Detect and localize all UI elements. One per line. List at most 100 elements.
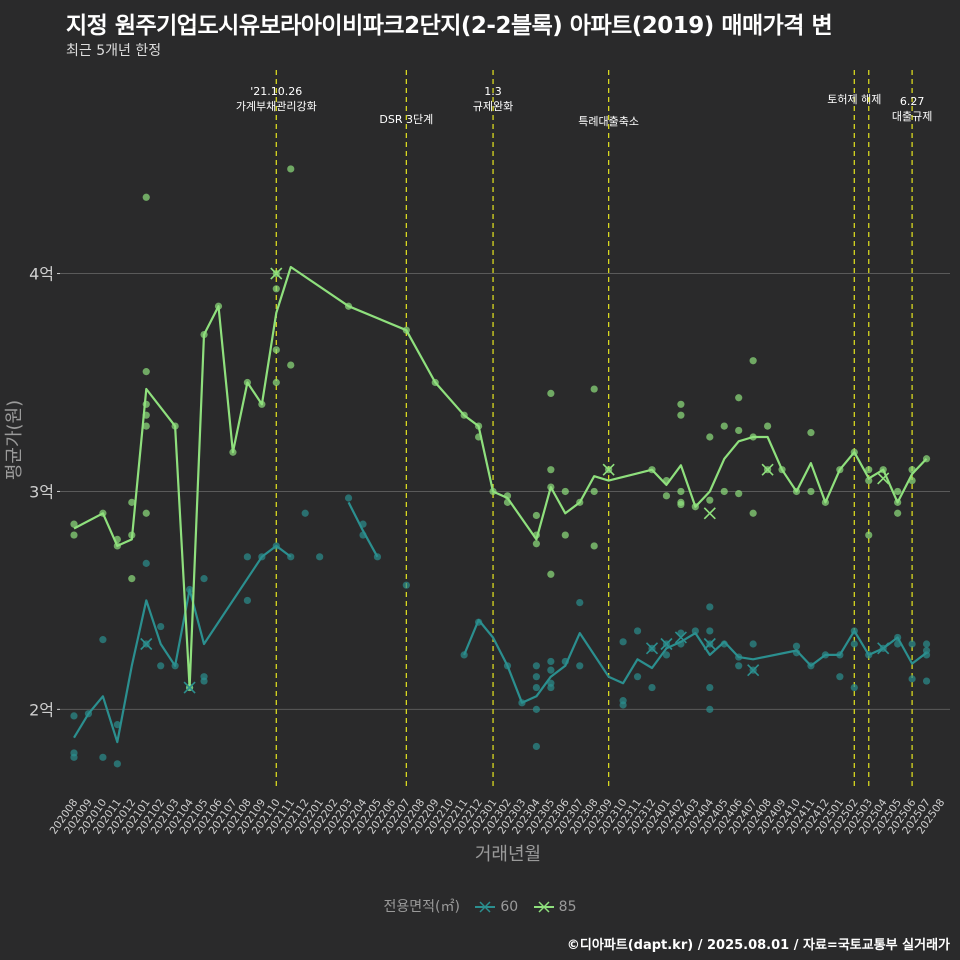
data-point-60 — [532, 742, 541, 751]
data-point-60 — [633, 673, 642, 681]
data-point-60 — [706, 627, 714, 635]
data-point-85 — [287, 361, 295, 369]
data-point-60 — [157, 662, 165, 670]
event-label: 1.3 규제완화 — [473, 85, 513, 113]
data-point-60 — [547, 657, 555, 666]
data-point-60 — [850, 640, 858, 648]
x-axis-label: 거래년월 — [475, 844, 541, 865]
data-point-85 — [735, 490, 743, 498]
data-point-60 — [706, 705, 714, 713]
data-point-85 — [532, 540, 541, 548]
y-tick-labels: 2억 3억 4억 — [29, 265, 60, 719]
data-point-85 — [735, 394, 743, 402]
series-line-85 — [73, 265, 928, 689]
data-point-85 — [547, 466, 555, 474]
data-point-85 — [807, 487, 815, 496]
cross-stroke — [703, 507, 716, 520]
cross-stroke — [703, 637, 716, 651]
legend-title: 전용면적(㎡) — [383, 899, 460, 915]
data-point-85 — [590, 385, 598, 393]
data-point-85 — [272, 285, 280, 293]
data-point-60 — [922, 640, 931, 648]
data-point-85 — [749, 357, 757, 365]
y-tick-label: 4억 — [29, 265, 54, 284]
event-label: DSR 3단계 — [379, 113, 433, 126]
data-point-85 — [142, 509, 150, 517]
cross-marker-60 — [660, 637, 673, 651]
data-point-85 — [720, 422, 728, 430]
cross-marker-85 — [602, 463, 615, 476]
series-line-60 — [463, 618, 928, 704]
data-point-60 — [792, 642, 801, 650]
legend-label-85: 85 — [558, 899, 577, 915]
data-point-85 — [142, 422, 150, 430]
data-point-85 — [590, 487, 598, 496]
data-point-60 — [576, 662, 584, 670]
data-point-60 — [99, 636, 107, 644]
cross-marker-60 — [747, 664, 760, 677]
data-point-85 — [272, 378, 280, 387]
data-point-60 — [113, 721, 121, 729]
data-point-60 — [619, 701, 627, 709]
data-point-85 — [807, 429, 815, 437]
data-point-60 — [547, 683, 555, 692]
cross-marker-60 — [183, 681, 196, 694]
data-point-85 — [764, 422, 772, 430]
data-point-60 — [633, 627, 642, 635]
y-tick-label: 3억 — [29, 482, 54, 501]
data-point-85 — [287, 165, 295, 173]
data-point-60 — [922, 677, 931, 685]
event-label: 특례대출축소 — [578, 115, 639, 128]
data-point-85 — [547, 570, 555, 578]
data-point-85 — [142, 193, 150, 201]
legend-item-60: 60 — [474, 899, 518, 915]
data-point-60 — [70, 753, 78, 761]
data-point-85 — [70, 531, 78, 539]
data-point-60 — [735, 662, 743, 670]
cross-stroke — [674, 631, 687, 644]
cross-stroke — [747, 664, 760, 677]
cross-stroke — [645, 642, 659, 655]
data-point-85 — [561, 487, 569, 496]
cross-marker-85 — [761, 463, 774, 476]
data-point-60 — [142, 559, 150, 567]
data-point-60 — [662, 651, 671, 659]
data-point-85 — [532, 511, 541, 520]
data-point-60 — [691, 627, 699, 635]
data-point-85 — [142, 368, 150, 376]
event-label: '21.10.26 가계부채관리강화 — [236, 85, 317, 113]
data-point-85 — [677, 500, 685, 509]
cross-stroke — [877, 472, 890, 485]
data-point-60 — [547, 666, 555, 674]
data-point-85 — [547, 389, 555, 398]
y-axis-label: 평균가(원) — [4, 400, 25, 480]
data-point-85 — [590, 542, 598, 550]
data-point-85 — [677, 411, 685, 419]
cross-marker-85 — [270, 267, 283, 280]
series-line-60 — [73, 544, 292, 744]
data-point-60 — [157, 622, 165, 631]
cross-stroke — [140, 637, 153, 651]
data-point-60 — [200, 575, 208, 583]
data-point-85 — [677, 400, 685, 408]
data-point-85 — [894, 487, 902, 496]
cross-stroke — [761, 463, 774, 476]
data-point-60 — [344, 494, 353, 502]
data-point-60 — [243, 596, 251, 605]
data-point-85 — [706, 496, 714, 504]
legend-swatch-85 — [533, 901, 554, 913]
data-point-60 — [706, 683, 714, 692]
event-label: 토허제 해제 — [827, 92, 881, 106]
cross-markers — [140, 267, 890, 694]
data-point-60 — [908, 675, 916, 683]
data-point-85 — [720, 487, 728, 496]
y-tick-label: 2억 — [29, 700, 54, 719]
data-point-60 — [532, 683, 541, 692]
data-point-60 — [301, 509, 309, 517]
data-point-60 — [532, 662, 541, 670]
data-point-85 — [865, 531, 873, 539]
data-point-60 — [70, 712, 78, 720]
x-tick-labels: 2020082020092020102020112020122021012021… — [48, 797, 948, 837]
legend-label-60: 60 — [500, 899, 519, 915]
cross-stroke — [660, 637, 673, 651]
